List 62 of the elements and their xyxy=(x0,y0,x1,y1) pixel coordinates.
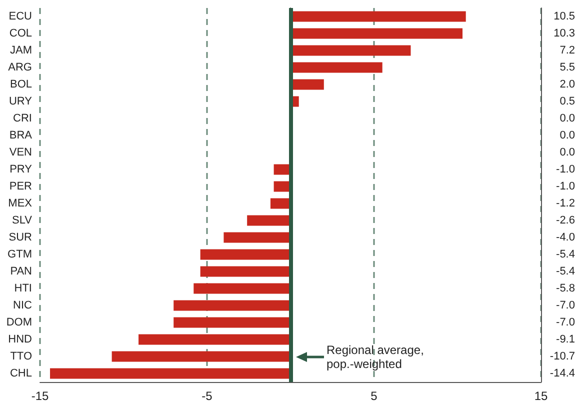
y-tick-label: SUR xyxy=(8,232,32,244)
data-label: -5.4 xyxy=(556,248,575,260)
bar xyxy=(200,266,290,277)
data-label: -5.8 xyxy=(556,282,575,294)
bar xyxy=(112,351,290,362)
y-tick-label: CHL xyxy=(10,368,32,380)
data-label: 2.0 xyxy=(560,78,575,90)
data-label: -1.0 xyxy=(556,180,575,192)
y-tick-label: MEX xyxy=(8,198,33,210)
data-label: -10.7 xyxy=(550,350,575,362)
y-tick-label: TTO xyxy=(10,350,32,362)
data-label: -5.4 xyxy=(556,266,575,278)
y-tick-label: PRY xyxy=(10,164,33,176)
y-tick-label: PAN xyxy=(10,266,32,278)
x-tick-label: 5 xyxy=(370,389,378,403)
y-tick-label: GTM xyxy=(8,248,32,260)
ref-line-label: Regional average, pop.-weighted xyxy=(326,342,425,370)
y-tick-label: HTI xyxy=(14,282,32,294)
data-label: -9.1 xyxy=(556,334,575,346)
bar xyxy=(274,181,290,192)
y-tick-label: BRA xyxy=(9,130,33,142)
data-label: -4.0 xyxy=(556,232,575,244)
y-tick-label: CRI xyxy=(13,112,32,124)
y-tick-label: ARG xyxy=(8,62,32,74)
bar xyxy=(138,334,290,345)
y-tick-label: PER xyxy=(9,180,32,192)
x-tick-label: -15 xyxy=(31,389,49,403)
data-label: -2.6 xyxy=(556,214,575,226)
y-tick-label: BOL xyxy=(10,78,32,90)
y-tick-label: COL xyxy=(9,28,32,40)
data-label: 0.0 xyxy=(560,112,575,124)
data-label: -1.0 xyxy=(556,164,575,176)
y-tick-label: ECU xyxy=(8,10,32,22)
y-tick-label: JAM xyxy=(10,44,32,56)
y-tick-label: SLV xyxy=(12,214,33,226)
bar xyxy=(194,283,290,294)
bar xyxy=(200,249,290,260)
bar xyxy=(224,232,290,243)
y-tick-label: HND xyxy=(8,334,32,346)
bar xyxy=(50,368,290,379)
y-tick-label: NIC xyxy=(13,300,32,312)
data-label: 0.0 xyxy=(560,130,575,142)
data-label: -7.0 xyxy=(556,316,575,328)
data-label: 0.5 xyxy=(560,96,575,108)
data-label: 0.0 xyxy=(560,146,575,158)
bar xyxy=(270,198,290,209)
data-label: 10.5 xyxy=(554,10,575,22)
data-label: -1.2 xyxy=(556,198,575,210)
data-label: 5.5 xyxy=(560,62,575,74)
x-tick-label: 15 xyxy=(534,389,548,403)
data-label: 7.2 xyxy=(560,44,575,56)
data-label: -7.0 xyxy=(556,300,575,312)
data-label: 10.3 xyxy=(554,28,575,40)
y-tick-label: DOM xyxy=(6,316,32,328)
bar xyxy=(247,215,290,226)
y-tick-label: URY xyxy=(8,96,33,108)
x-tick-label: -5 xyxy=(202,389,213,403)
bar xyxy=(174,300,290,311)
bar xyxy=(174,317,290,328)
data-label: -14.4 xyxy=(550,368,575,380)
bar xyxy=(274,164,290,175)
y-tick-label: VEN xyxy=(9,146,32,158)
